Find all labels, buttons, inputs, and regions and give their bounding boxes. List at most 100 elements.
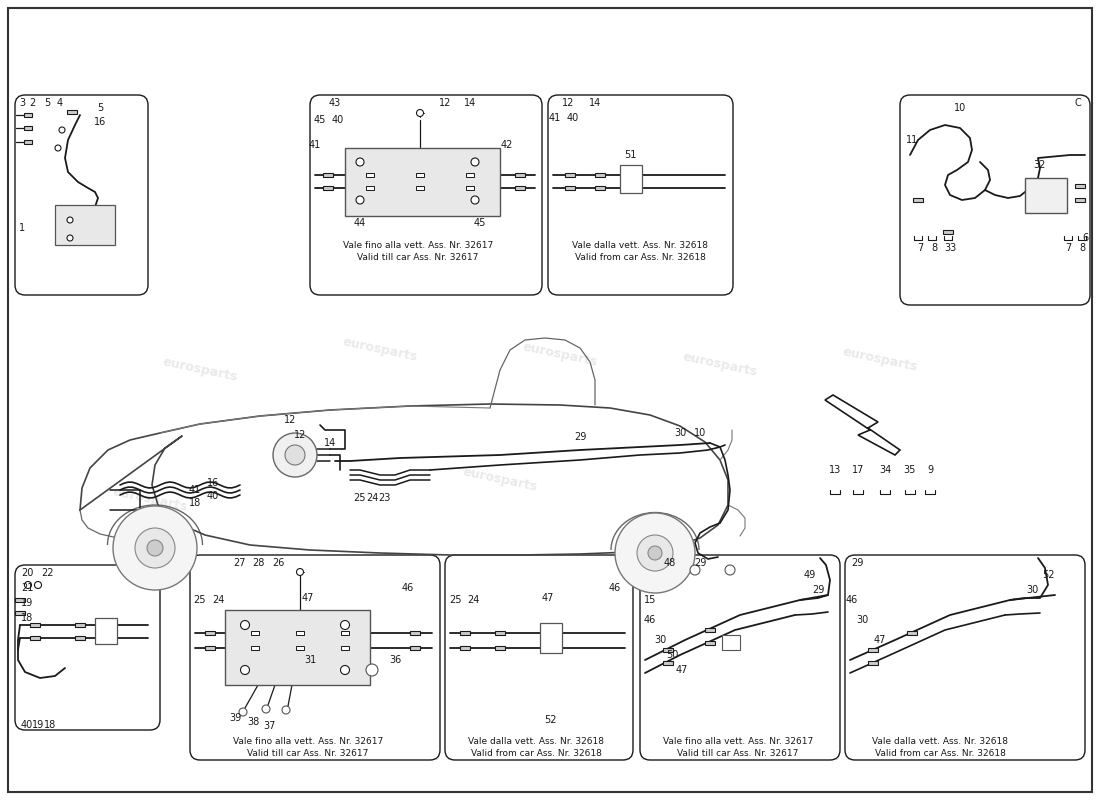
Text: 14: 14 bbox=[464, 98, 476, 108]
Bar bbox=[341, 646, 349, 650]
Text: eurosparts: eurosparts bbox=[521, 341, 598, 370]
Text: 29: 29 bbox=[574, 432, 586, 442]
Text: 18: 18 bbox=[189, 498, 201, 508]
Text: 12: 12 bbox=[284, 415, 296, 425]
Bar bbox=[410, 646, 420, 650]
Bar bbox=[296, 646, 304, 650]
Text: 20: 20 bbox=[21, 568, 33, 578]
Bar bbox=[55, 205, 116, 245]
Text: Valid till car Ass. Nr. 32617: Valid till car Ass. Nr. 32617 bbox=[678, 750, 799, 758]
Bar bbox=[296, 631, 304, 634]
Text: 52: 52 bbox=[1042, 570, 1054, 580]
Bar bbox=[251, 631, 258, 634]
Text: 43: 43 bbox=[329, 98, 341, 108]
Text: 25: 25 bbox=[194, 595, 207, 605]
Text: 24: 24 bbox=[366, 493, 378, 503]
Polygon shape bbox=[825, 395, 900, 455]
Text: 36: 36 bbox=[389, 655, 402, 665]
Text: 18: 18 bbox=[21, 613, 33, 623]
Text: eurosparts: eurosparts bbox=[842, 346, 918, 374]
Circle shape bbox=[241, 666, 250, 674]
Text: 3: 3 bbox=[19, 98, 25, 108]
Circle shape bbox=[356, 158, 364, 166]
Bar bbox=[913, 198, 923, 202]
Text: 33: 33 bbox=[944, 243, 956, 253]
Text: 34: 34 bbox=[879, 465, 891, 475]
Circle shape bbox=[690, 565, 700, 575]
Bar bbox=[620, 165, 642, 193]
Bar bbox=[205, 631, 214, 635]
Text: 10: 10 bbox=[954, 103, 966, 113]
Circle shape bbox=[366, 664, 378, 676]
Circle shape bbox=[239, 708, 248, 716]
Circle shape bbox=[262, 705, 270, 713]
Text: 47: 47 bbox=[301, 593, 315, 603]
Text: 47: 47 bbox=[873, 635, 887, 645]
Text: 30: 30 bbox=[1026, 585, 1038, 595]
Bar bbox=[15, 598, 25, 602]
Text: Vale dalla vett. Ass. Nr. 32618: Vale dalla vett. Ass. Nr. 32618 bbox=[468, 738, 604, 746]
Circle shape bbox=[135, 528, 175, 568]
Circle shape bbox=[67, 217, 73, 223]
Text: 30: 30 bbox=[856, 615, 868, 625]
Text: Valid till car Ass. Nr. 32617: Valid till car Ass. Nr. 32617 bbox=[248, 750, 368, 758]
Bar bbox=[466, 186, 474, 190]
Circle shape bbox=[615, 513, 695, 593]
Circle shape bbox=[24, 582, 32, 589]
Bar bbox=[460, 631, 470, 635]
Text: Vale dalla vett. Ass. Nr. 32618: Vale dalla vett. Ass. Nr. 32618 bbox=[872, 738, 1008, 746]
Text: 46: 46 bbox=[402, 583, 414, 593]
Text: 44: 44 bbox=[354, 218, 366, 228]
Bar bbox=[540, 623, 562, 653]
Text: eurosparts: eurosparts bbox=[111, 486, 188, 514]
Bar bbox=[341, 631, 349, 634]
Text: 19: 19 bbox=[32, 720, 44, 730]
Text: 22: 22 bbox=[42, 568, 54, 578]
Bar bbox=[24, 114, 32, 117]
Bar bbox=[908, 631, 917, 635]
Bar bbox=[663, 648, 673, 652]
Bar bbox=[595, 186, 605, 190]
Bar bbox=[943, 230, 953, 234]
Circle shape bbox=[725, 565, 735, 575]
Bar bbox=[868, 648, 878, 652]
Bar bbox=[75, 623, 85, 627]
Bar bbox=[565, 186, 575, 190]
Text: C: C bbox=[1075, 98, 1081, 108]
Text: 39: 39 bbox=[229, 713, 241, 723]
Text: eurosparts: eurosparts bbox=[681, 350, 759, 379]
Text: 6: 6 bbox=[1082, 233, 1088, 243]
Text: 25: 25 bbox=[354, 493, 366, 503]
Text: 21: 21 bbox=[21, 583, 33, 593]
Text: 51: 51 bbox=[624, 150, 636, 160]
Text: 15: 15 bbox=[644, 595, 657, 605]
Text: 31: 31 bbox=[304, 655, 316, 665]
Circle shape bbox=[341, 666, 350, 674]
Text: 13: 13 bbox=[829, 465, 842, 475]
Bar bbox=[24, 141, 32, 143]
Circle shape bbox=[273, 433, 317, 477]
Bar bbox=[410, 631, 420, 635]
Bar bbox=[705, 641, 715, 645]
Text: 26: 26 bbox=[272, 558, 284, 568]
Circle shape bbox=[637, 535, 673, 571]
Circle shape bbox=[113, 506, 197, 590]
Text: 35: 35 bbox=[904, 465, 916, 475]
Bar bbox=[515, 173, 525, 177]
Bar bbox=[595, 173, 605, 177]
Text: 16: 16 bbox=[94, 117, 106, 127]
Bar bbox=[15, 611, 25, 615]
Text: Vale dalla vett. Ass. Nr. 32618: Vale dalla vett. Ass. Nr. 32618 bbox=[572, 241, 708, 250]
Bar bbox=[495, 646, 505, 650]
Circle shape bbox=[147, 540, 163, 556]
Text: 5: 5 bbox=[44, 98, 51, 108]
Text: 46: 46 bbox=[644, 615, 656, 625]
Text: 28: 28 bbox=[252, 558, 264, 568]
Text: 29: 29 bbox=[850, 558, 864, 568]
Bar bbox=[565, 173, 575, 177]
Bar bbox=[67, 110, 77, 114]
Text: 30: 30 bbox=[653, 635, 667, 645]
Text: 8: 8 bbox=[1079, 243, 1085, 253]
Text: 7: 7 bbox=[917, 243, 923, 253]
Bar bbox=[495, 631, 505, 635]
